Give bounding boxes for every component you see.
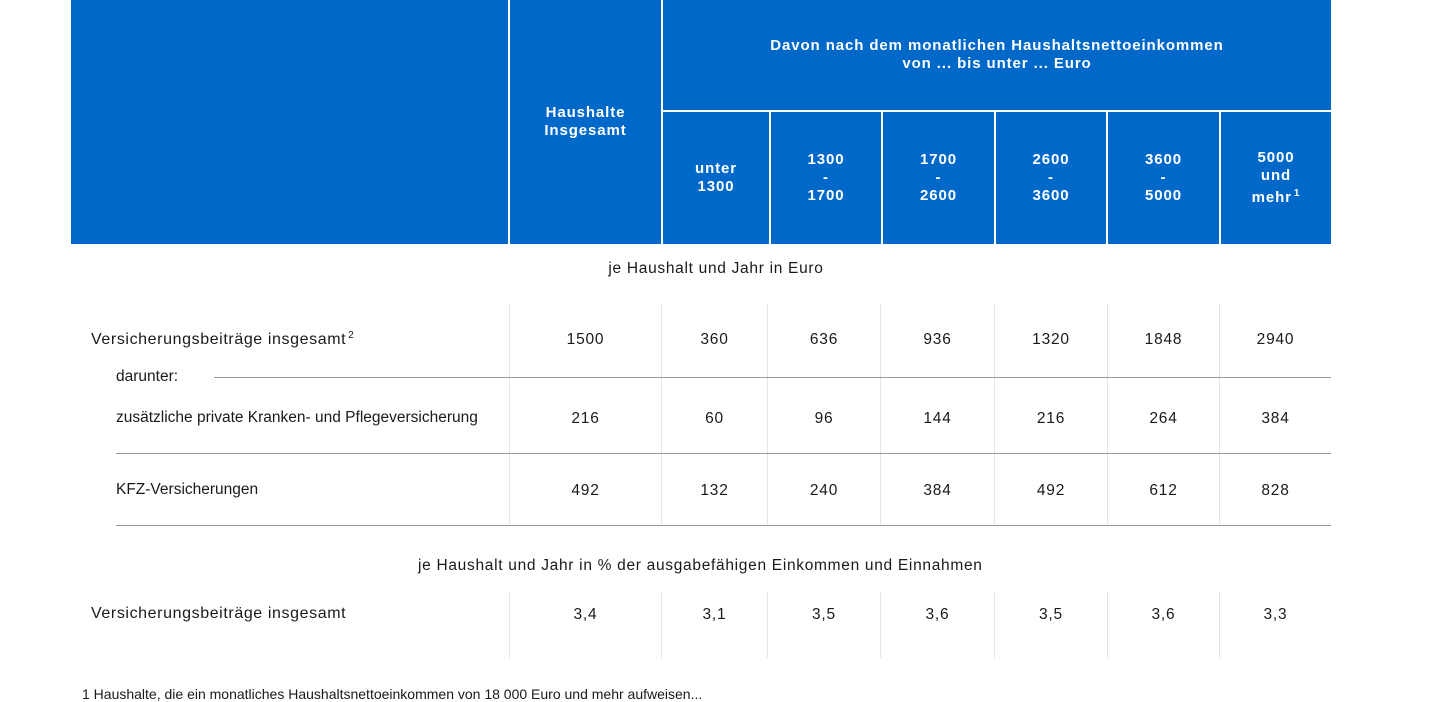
header-bracket-5: 5000 und mehr 1 <box>1221 112 1331 244</box>
footnote-1: 1 Haushalte, die ein monatliches Haushal… <box>82 686 703 702</box>
header-bracket-1: 1300 - 1700 <box>771 112 881 244</box>
cell-bracket-0: 360 <box>700 331 729 348</box>
grid-line <box>880 304 881 526</box>
rule-line <box>214 377 1331 378</box>
grid-line <box>994 304 995 526</box>
cell-bracket-5: 384 <box>1261 410 1290 427</box>
header-income-group: Davon nach dem monatlichen Haushaltsnett… <box>663 0 1331 110</box>
header-bracket-4: 3600 - 5000 <box>1108 112 1219 244</box>
bracket-line: - <box>935 169 942 186</box>
cell-bracket-4: 612 <box>1149 482 1178 499</box>
rule-line <box>116 525 1331 526</box>
grid-line <box>509 592 510 658</box>
bracket-line: unter <box>695 160 737 177</box>
bracket-line: 1300 <box>697 178 735 195</box>
grid-line <box>1107 304 1108 526</box>
cell-bracket-0: 132 <box>700 482 729 499</box>
header-bracket-3: 2600 - 3600 <box>996 112 1106 244</box>
cell-bracket-3: 216 <box>1036 410 1066 427</box>
cell-bracket-2: 384 <box>923 482 952 499</box>
row-label-private-health: zusätzliche private Kranken- und Pflegev… <box>116 409 478 426</box>
cell-bracket-2: 144 <box>923 410 952 427</box>
cell-bracket-5: 828 <box>1261 482 1290 499</box>
section-title-euro: je Haushalt und Jahr in Euro <box>608 260 824 277</box>
header-households-total-line2: Insgesamt <box>544 122 627 139</box>
cell-total: 3,4 <box>573 606 598 623</box>
row-label-car-insurance: KFZ-Versicherungen <box>116 481 259 498</box>
cell-bracket-1: 3,5 <box>812 606 836 623</box>
bracket-line: 3600 <box>1145 151 1182 168</box>
cell-bracket-4: 1848 <box>1144 331 1183 348</box>
bracket-line: und <box>1260 167 1292 184</box>
cell-bracket-1: 240 <box>809 482 839 499</box>
bracket-line: 2600 <box>1032 151 1070 168</box>
bracket-line-text: mehr <box>1251 189 1292 206</box>
bracket-line: 1300 <box>807 151 845 168</box>
header-bracket-2: 1700 - 2600 <box>883 112 994 244</box>
row-label-total-insurance: Versicherungsbeiträge insgesamt 2 <box>91 330 354 349</box>
bracket-line: - <box>823 169 829 186</box>
cell-total: 216 <box>571 410 600 427</box>
cell-bracket-4: 264 <box>1149 410 1178 427</box>
cell-total: 1500 <box>566 331 605 348</box>
bracket-line: 5000 <box>1145 187 1182 204</box>
cell-bracket-5: 3,3 <box>1263 606 1288 623</box>
row-label-total-insurance-percent: Versicherungsbeiträge insgesamt <box>91 605 347 622</box>
rule-line <box>116 453 1331 454</box>
row-label-text: Versicherungsbeiträge insgesamt <box>91 331 347 348</box>
bracket-line: 3600 <box>1032 187 1070 204</box>
header-income-group-line2: von ... bis unter ... Euro <box>902 55 1092 72</box>
cell-bracket-2: 3,6 <box>925 606 950 623</box>
footnote-ref-2: 2 <box>348 330 355 341</box>
row-label-darunter: darunter: <box>116 368 179 385</box>
bracket-line: 1700 <box>807 187 845 204</box>
grid-line <box>1107 592 1108 658</box>
grid-line <box>994 592 995 658</box>
bracket-line: mehr 1 <box>1252 185 1301 207</box>
section-title-percent: je Haushalt und Jahr in % der ausgabefäh… <box>418 557 983 574</box>
grid-line <box>1219 592 1220 658</box>
grid-line <box>509 304 510 526</box>
header-label-column <box>71 0 508 244</box>
cell-bracket-2: 936 <box>923 331 952 348</box>
footnote-ref-1: 1 <box>1293 188 1301 199</box>
cell-total: 492 <box>571 482 600 499</box>
bracket-line: 2600 <box>920 187 957 204</box>
bracket-line: 5000 <box>1257 149 1295 166</box>
cell-bracket-0: 60 <box>705 410 724 427</box>
header-bracket-0: unter 1300 <box>663 112 769 244</box>
grid-line <box>880 592 881 658</box>
cell-bracket-3: 1320 <box>1032 331 1070 348</box>
cell-bracket-3: 492 <box>1036 482 1066 499</box>
header-households-total-line1: Haushalte <box>545 104 626 121</box>
bracket-line: 1700 <box>920 151 957 168</box>
grid-line <box>767 592 768 658</box>
cell-bracket-1: 636 <box>809 331 839 348</box>
cell-bracket-1: 96 <box>814 410 834 427</box>
cell-bracket-5: 2940 <box>1256 331 1295 348</box>
cell-bracket-0: 3,1 <box>702 606 727 623</box>
grid-line <box>1219 304 1220 526</box>
grid-line <box>767 304 768 526</box>
header-households-total: Haushalte Insgesamt <box>510 0 661 244</box>
header-income-group-line1: Davon nach dem monatlichen Haushaltsnett… <box>770 37 1224 54</box>
bracket-line: - <box>1160 169 1167 186</box>
cell-bracket-4: 3,6 <box>1151 606 1176 623</box>
bracket-line: - <box>1048 169 1054 186</box>
cell-bracket-3: 3,5 <box>1039 606 1063 623</box>
grid-line <box>661 592 662 658</box>
grid-line <box>661 304 662 526</box>
